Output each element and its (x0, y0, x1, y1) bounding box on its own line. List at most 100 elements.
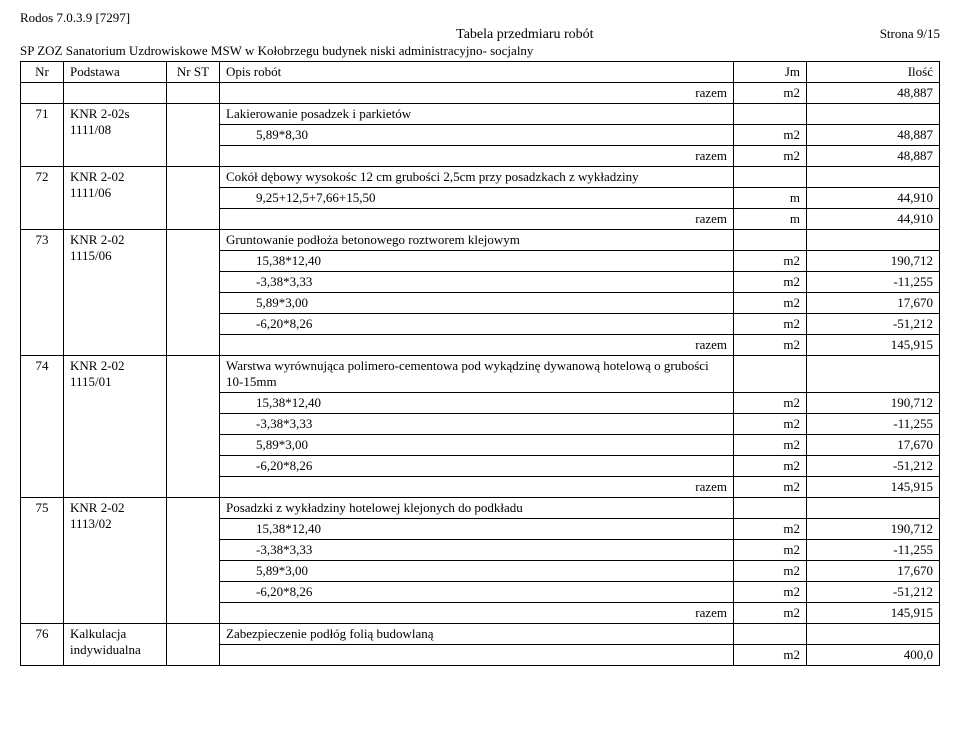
razm-label: razem (220, 477, 734, 498)
value: 145,915 (807, 335, 940, 356)
podstawa: KNR 2-02 1115/06 (64, 230, 167, 356)
calc: -3,38*3,33 (220, 272, 734, 293)
table-row: 75KNR 2-02 1113/02Posadzki z wykładziny … (21, 498, 940, 519)
value: 145,915 (807, 603, 940, 624)
podstawa: KNR 2-02 1113/02 (64, 498, 167, 624)
podstawa: KNR 2-02 1111/06 (64, 167, 167, 230)
nr: 74 (21, 356, 64, 498)
value: 48,887 (807, 146, 940, 167)
nr: 71 (21, 104, 64, 167)
value: 190,712 (807, 519, 940, 540)
nr: 75 (21, 498, 64, 624)
nrst (167, 498, 220, 624)
razm-label: razem (220, 83, 734, 104)
col-nr: Nr (21, 62, 64, 83)
table-row: 71KNR 2-02s 1111/08Lakierowanie posadzek… (21, 104, 940, 125)
unit: m (734, 188, 807, 209)
podstawa: Kalkulacja indywidualna (64, 624, 167, 666)
page-number: Strona 9/15 (880, 26, 940, 42)
table-row: 76Kalkulacja indywidualnaZabezpieczenie … (21, 624, 940, 645)
calc: 5,89*3,00 (220, 435, 734, 456)
value (807, 624, 940, 645)
calc (220, 645, 734, 666)
unit (734, 356, 807, 393)
unit (734, 230, 807, 251)
value: 48,887 (807, 125, 940, 146)
calc: -6,20*8,26 (220, 314, 734, 335)
value: 145,915 (807, 477, 940, 498)
table-row: razemm248,887 (21, 83, 940, 104)
table-row: 72KNR 2-02 1111/06Cokół dębowy wysokośc … (21, 167, 940, 188)
unit: m2 (734, 146, 807, 167)
calc: 15,38*12,40 (220, 519, 734, 540)
doc-id: Rodos 7.0.3.9 [7297] (20, 10, 130, 26)
unit: m2 (734, 335, 807, 356)
unit: m2 (734, 603, 807, 624)
nrst (167, 624, 220, 666)
unit (734, 498, 807, 519)
opis: Posadzki z wykładziny hotelowej klejonyc… (220, 498, 734, 519)
value: 190,712 (807, 251, 940, 272)
nr: 73 (21, 230, 64, 356)
value: -11,255 (807, 272, 940, 293)
unit: m2 (734, 519, 807, 540)
podstawa: KNR 2-02 1115/01 (64, 356, 167, 498)
calc: 9,25+12,5+7,66+15,50 (220, 188, 734, 209)
calc: 5,89*8,30 (220, 125, 734, 146)
calc: 15,38*12,40 (220, 251, 734, 272)
unit: m2 (734, 582, 807, 603)
calc: -6,20*8,26 (220, 582, 734, 603)
nrst (167, 230, 220, 356)
value: 400,0 (807, 645, 940, 666)
value: 48,887 (807, 83, 940, 104)
page-title: Tabela przedmiaru robót (170, 27, 880, 43)
razm-label: razem (220, 146, 734, 167)
value: 17,670 (807, 435, 940, 456)
value (807, 230, 940, 251)
calc: -6,20*8,26 (220, 456, 734, 477)
unit: m (734, 209, 807, 230)
value: -11,255 (807, 414, 940, 435)
cell (167, 83, 220, 104)
value (807, 356, 940, 393)
cell (64, 83, 167, 104)
subheader: SP ZOZ Sanatorium Uzdrowiskowe MSW w Koł… (20, 43, 940, 59)
unit: m2 (734, 561, 807, 582)
calc: -3,38*3,33 (220, 414, 734, 435)
opis: Zabezpieczenie podłóg folią budowlaną (220, 624, 734, 645)
unit: m2 (734, 435, 807, 456)
opis: Lakierowanie posadzek i parkietów (220, 104, 734, 125)
col-jm: Jm (734, 62, 807, 83)
calc: 15,38*12,40 (220, 393, 734, 414)
podstawa: KNR 2-02s 1111/08 (64, 104, 167, 167)
unit: m2 (734, 293, 807, 314)
calc: -3,38*3,33 (220, 540, 734, 561)
col-ilosc: Ilość (807, 62, 940, 83)
unit: m2 (734, 645, 807, 666)
value: 17,670 (807, 293, 940, 314)
value (807, 167, 940, 188)
value: 17,670 (807, 561, 940, 582)
unit: m2 (734, 414, 807, 435)
nr: 76 (21, 624, 64, 666)
value: 190,712 (807, 393, 940, 414)
table-row: 73KNR 2-02 1115/06Gruntowanie podłoża be… (21, 230, 940, 251)
unit: m2 (734, 393, 807, 414)
unit: m2 (734, 272, 807, 293)
calc: 5,89*3,00 (220, 293, 734, 314)
unit (734, 624, 807, 645)
nrst (167, 356, 220, 498)
razm-label: razem (220, 209, 734, 230)
unit: m2 (734, 125, 807, 146)
value: 44,910 (807, 188, 940, 209)
value: -51,212 (807, 314, 940, 335)
unit: m2 (734, 83, 807, 104)
razm-label: razem (220, 603, 734, 624)
unit: m2 (734, 456, 807, 477)
col-podstawa: Podstawa (64, 62, 167, 83)
unit (734, 167, 807, 188)
value (807, 104, 940, 125)
col-opis: Opis robót (220, 62, 734, 83)
unit (734, 104, 807, 125)
opis: Gruntowanie podłoża betonowego roztworem… (220, 230, 734, 251)
